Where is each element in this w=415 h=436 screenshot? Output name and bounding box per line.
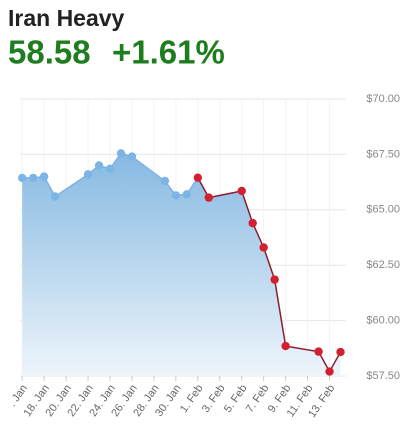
point (193, 173, 203, 182)
chart-title: Iran Heavy (8, 5, 125, 31)
line (197, 177, 342, 374)
y-tick-label: $65.00 (366, 204, 400, 216)
point (116, 149, 126, 158)
point (204, 193, 213, 202)
y-tick-label: $57.50 (366, 370, 400, 382)
point (248, 218, 257, 228)
point (281, 341, 290, 351)
point (127, 152, 137, 161)
change: +1.61% (112, 34, 225, 71)
point (259, 243, 268, 252)
point (83, 170, 93, 179)
price: 58.58 (8, 34, 91, 71)
area (22, 153, 341, 376)
point (105, 164, 115, 174)
point (171, 191, 181, 200)
point (237, 186, 246, 196)
point (160, 176, 170, 186)
point (270, 275, 279, 284)
point (182, 190, 192, 199)
point (336, 347, 345, 357)
point (314, 347, 323, 356)
point (94, 161, 104, 170)
point (28, 173, 38, 183)
y-tick-label: $67.50 (366, 148, 400, 160)
point (325, 367, 334, 376)
point (39, 172, 49, 181)
y-tick-label: $70.00 (366, 93, 400, 105)
y-tick-label: $62.50 (366, 259, 400, 271)
point (17, 173, 27, 183)
point (50, 192, 60, 201)
y-tick-label: $60.00 (366, 315, 400, 327)
